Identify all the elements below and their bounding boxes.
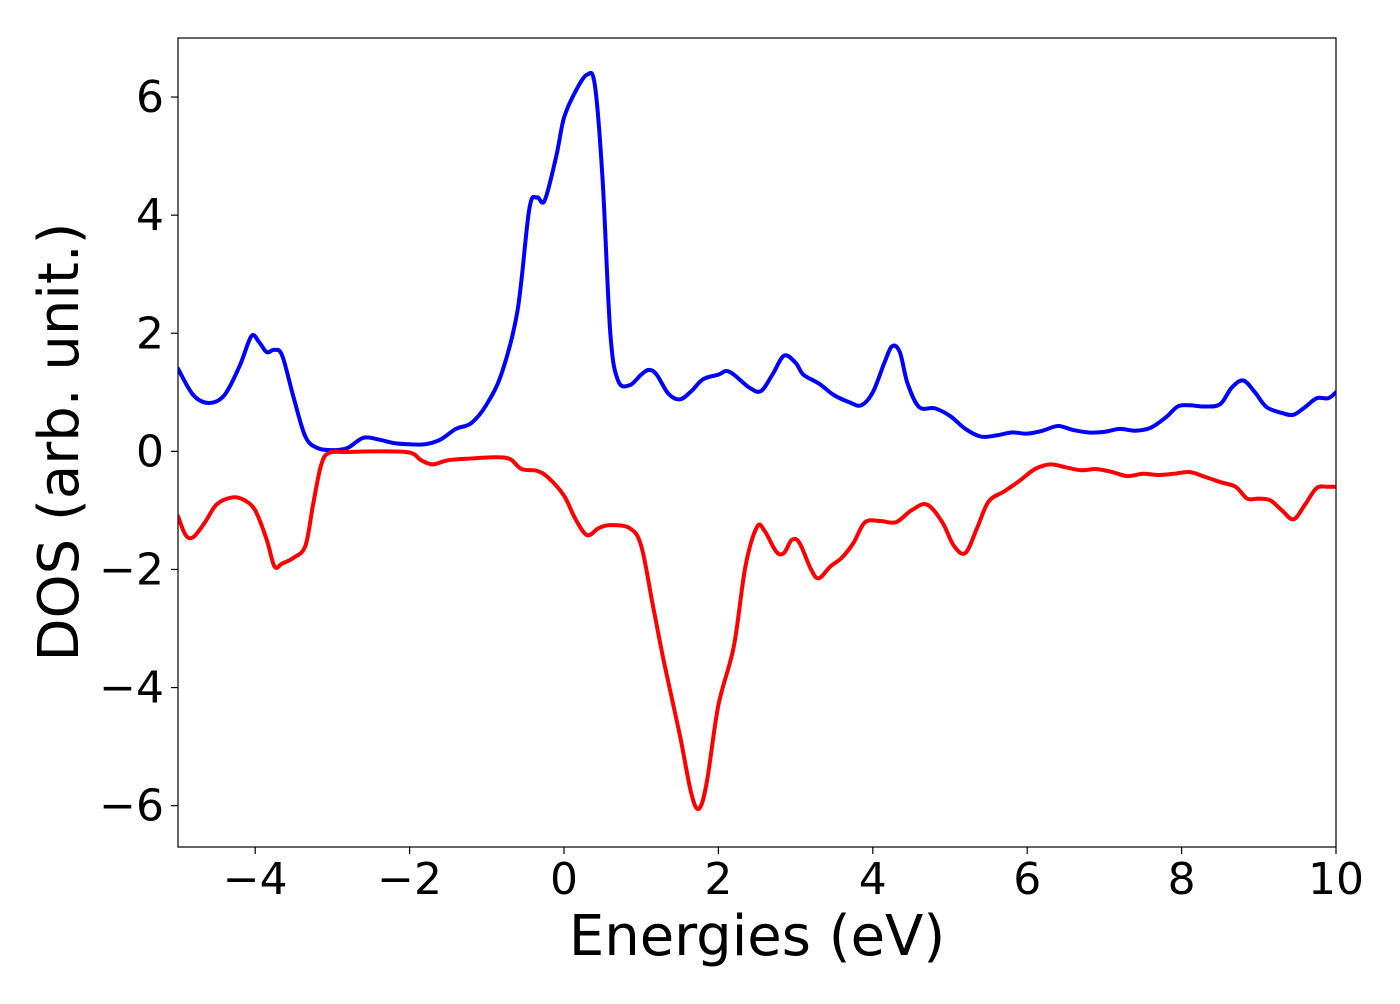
y-axis-ticks: −6 −4 −2 0 2 4 6 — [99, 72, 178, 832]
series-line-2 — [178, 449, 1336, 812]
y-axis-title: DOS (arb. unit.) — [27, 222, 92, 661]
x-tick-label: −4 — [223, 854, 288, 905]
y-tick-label: −2 — [99, 544, 164, 595]
x-tick-label: 0 — [550, 854, 578, 905]
y-tick-label: 4 — [136, 190, 164, 241]
x-tick-label: 6 — [1013, 854, 1041, 905]
x-tick-label: 8 — [1168, 854, 1196, 905]
series-line-1 — [178, 70, 1336, 453]
y-tick-label: −6 — [99, 781, 164, 832]
x-tick-label: −2 — [377, 854, 442, 905]
x-tick-label: 2 — [704, 854, 732, 905]
y-tick-label: −4 — [99, 663, 164, 714]
y-tick-label: 6 — [136, 72, 164, 123]
y-tick-label: 2 — [136, 308, 164, 359]
x-tick-label: 4 — [859, 854, 887, 905]
x-tick-label: 10 — [1308, 854, 1364, 905]
x-axis-ticks: −4 −2 0 2 4 6 8 10 — [223, 847, 1364, 905]
y-tick-label: 0 — [136, 426, 164, 477]
plot-frame — [177, 37, 1337, 848]
series-layer — [178, 70, 1336, 812]
x-axis-title: Energies (eV) — [569, 904, 945, 969]
